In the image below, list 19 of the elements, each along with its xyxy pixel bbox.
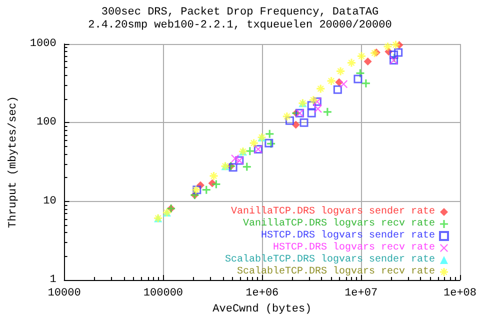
chart-title: 300sec DRS, Packet Drop Frequency, DataTAG xyxy=(101,6,379,18)
x-tick-label: 10000 xyxy=(48,288,81,300)
legend-label: HSTCP.DRS logvars sender rate xyxy=(260,230,435,242)
y-axis-title: Thruput (mbytes/sec) xyxy=(8,96,20,228)
legend-label: ScalableTCP.DRS logvars recv rate xyxy=(236,266,435,278)
chart-subtitle: 2.4.20smp web100-2.2.1, txqueuelen 20000/20000 xyxy=(88,20,392,32)
y-tick-label: 10 xyxy=(43,195,56,208)
legend-label: HSTCP.DRS logvars recv rate xyxy=(272,242,435,254)
legend-label: VanillaTCP.DRS logvars recv rate xyxy=(242,218,435,230)
x-tick-label: 1e+07 xyxy=(344,288,378,300)
y-tick-label: 1 xyxy=(50,274,57,286)
x-tick-label: 100000 xyxy=(143,288,184,300)
x-axis-title: AveCwnd (bytes) xyxy=(212,304,312,316)
x-tick-label: 1e+08 xyxy=(443,288,477,300)
x-tick-label: 1e+06 xyxy=(246,288,279,300)
y-tick-label: 100 xyxy=(36,116,56,129)
legend-label: VanillaTCP.DRS logvars sender rate xyxy=(230,206,435,218)
legend-label: ScalableTCP.DRS logvars sender rate xyxy=(224,254,435,266)
y-tick-label: 1000 xyxy=(30,38,56,50)
